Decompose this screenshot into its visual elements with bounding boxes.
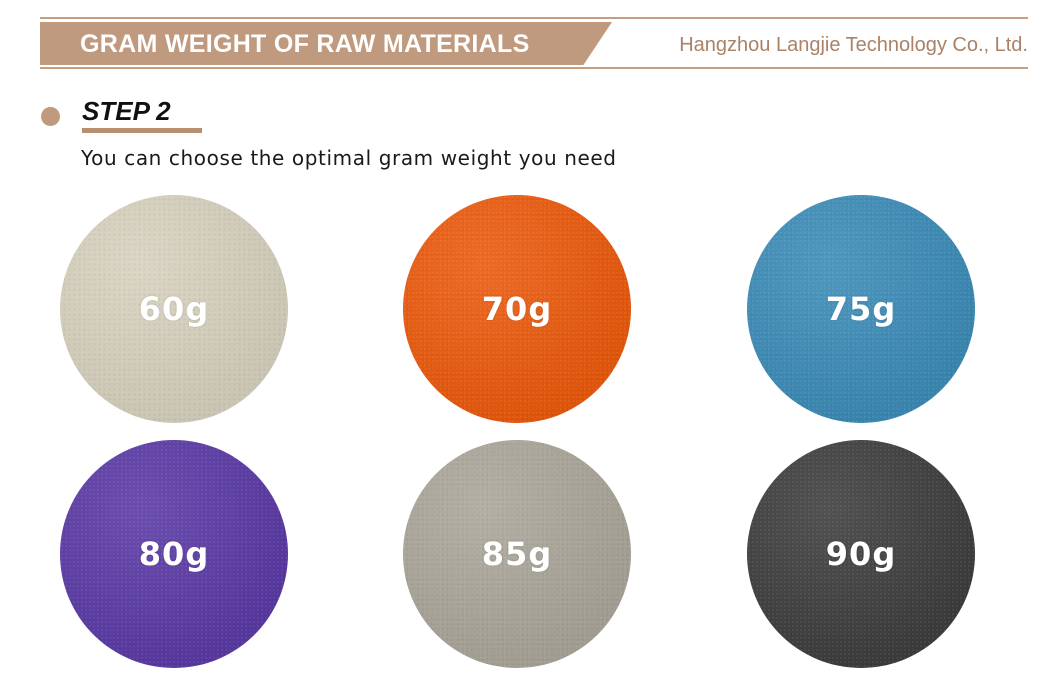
swatch-60g: 60g [60,195,288,423]
fabric-texture [747,195,975,423]
swatch-70g: 70g [403,195,631,423]
swatch-shading [60,440,288,668]
fabric-texture [403,195,631,423]
header-bottom-rule [40,67,1028,69]
swatch-label: 85g [481,535,553,573]
swatch-shading [747,195,975,423]
swatch-shading [403,195,631,423]
step-description: You can choose the optimal gram weight y… [81,146,617,170]
fabric-texture [60,195,288,423]
swatch-75g: 75g [747,195,975,423]
fabric-texture [747,440,975,668]
step-title: STEP 2 [82,96,171,126]
swatch-shading [747,440,975,668]
fabric-texture [403,440,631,668]
swatch-shading [403,440,631,668]
fabric-texture [60,440,288,668]
step-bullet-icon [41,107,60,126]
swatch-80g: 80g [60,440,288,668]
swatch-85g: 85g [403,440,631,668]
swatch-label: 80g [138,535,210,573]
swatch-label: 90g [825,535,897,573]
swatch-label: 70g [481,290,553,328]
step-title-underline [82,128,202,133]
header-banner [40,22,612,65]
swatch-90g: 90g [747,440,975,668]
header-top-rule [40,17,1028,19]
swatch-label: 75g [825,290,897,328]
swatch-shading [60,195,288,423]
swatch-label: 60g [138,290,210,328]
company-name: Hangzhou Langjie Technology Co., Ltd. [679,34,1028,56]
page-title: GRAM WEIGHT OF RAW MATERIALS [80,30,530,58]
